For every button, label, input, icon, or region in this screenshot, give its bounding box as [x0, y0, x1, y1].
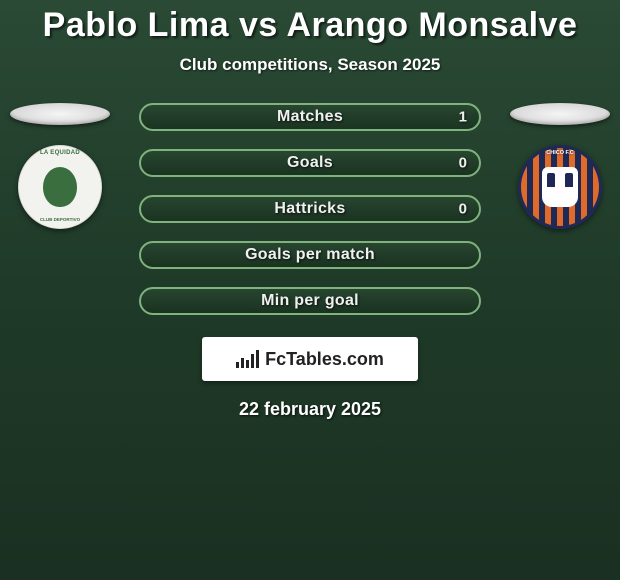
- content-wrapper: Pablo Lima vs Arango Monsalve Club compe…: [0, 0, 620, 580]
- player-left-placeholder-icon: [10, 103, 110, 125]
- brand-logo: FcTables.com: [202, 337, 418, 381]
- stat-label: Matches: [277, 108, 343, 126]
- chart-bars-icon: [236, 350, 259, 368]
- club-badge-right-icon: CHICO F.C: [518, 145, 602, 229]
- stat-pill-list: Matches 1 Goals 0 Hattricks 0 Goals per …: [139, 103, 481, 315]
- stat-pill-min-per-goal: Min per goal: [139, 287, 481, 315]
- player-right-placeholder-icon: [510, 103, 610, 125]
- player-right-column: CHICO F.C: [510, 103, 610, 229]
- brand-logo-text: FcTables.com: [265, 349, 384, 370]
- player-left-column: CLUB DEPORTIVO: [10, 103, 110, 229]
- club-right-shield-icon: [542, 167, 578, 207]
- club-badge-left-icon: CLUB DEPORTIVO: [18, 145, 102, 229]
- stat-label: Goals: [287, 154, 333, 172]
- page-subtitle: Club competitions, Season 2025: [180, 55, 441, 75]
- stat-label: Hattricks: [274, 200, 345, 218]
- club-right-arc-text: CHICO F.C: [521, 150, 599, 156]
- stat-pill-goals: Goals 0: [139, 149, 481, 177]
- stat-right-value: 1: [459, 109, 467, 126]
- page-title: Pablo Lima vs Arango Monsalve: [43, 6, 578, 45]
- stat-label: Min per goal: [261, 292, 359, 310]
- stat-pill-matches: Matches 1: [139, 103, 481, 131]
- footer-date: 22 february 2025: [239, 399, 381, 420]
- stat-label: Goals per match: [245, 246, 375, 264]
- comparison-area: CLUB DEPORTIVO CHICO F.C Matches 1 Goals…: [0, 103, 620, 315]
- stat-pill-hattricks: Hattricks 0: [139, 195, 481, 223]
- stat-pill-goals-per-match: Goals per match: [139, 241, 481, 269]
- stat-right-value: 0: [459, 201, 467, 218]
- club-left-subtext: CLUB DEPORTIVO: [19, 217, 101, 222]
- stat-right-value: 0: [459, 155, 467, 172]
